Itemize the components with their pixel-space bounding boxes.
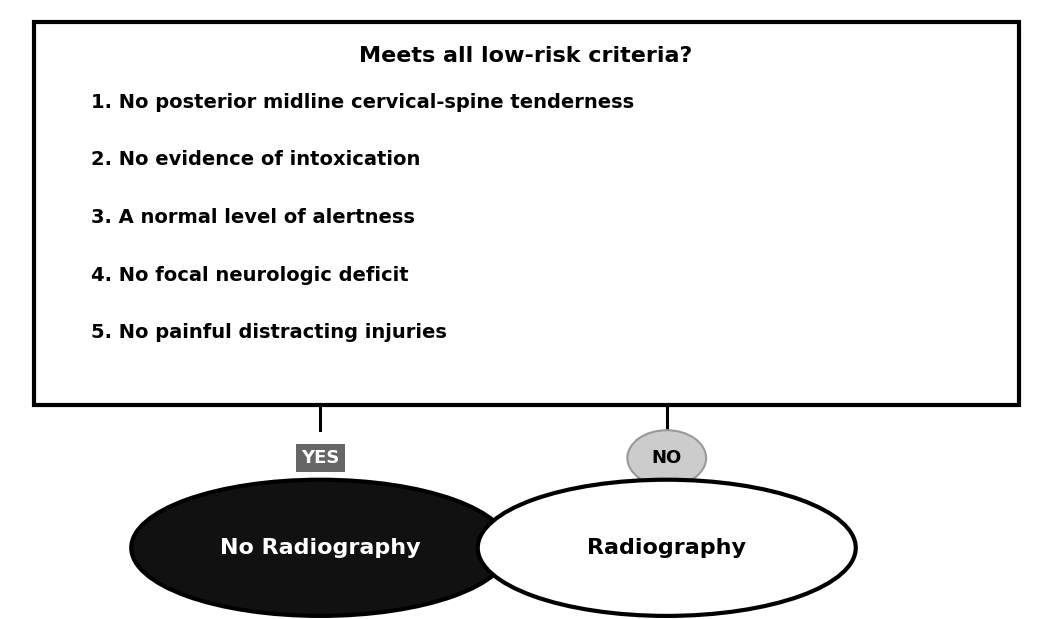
Text: NO: NO	[652, 449, 681, 467]
Text: 5. No painful distracting injuries: 5. No painful distracting injuries	[91, 323, 447, 342]
Text: 2. No evidence of intoxication: 2. No evidence of intoxication	[91, 150, 421, 170]
Text: 3. A normal level of alertness: 3. A normal level of alertness	[91, 208, 415, 227]
Text: 1. No posterior midline cervical-spine tenderness: 1. No posterior midline cervical-spine t…	[91, 93, 634, 112]
Ellipse shape	[131, 480, 509, 616]
Ellipse shape	[628, 430, 706, 486]
Text: Meets all low-risk criteria?: Meets all low-risk criteria?	[359, 46, 693, 66]
Text: Radiography: Radiography	[587, 538, 747, 558]
FancyBboxPatch shape	[34, 22, 1018, 405]
Text: 4. No focal neurologic deficit: 4. No focal neurologic deficit	[91, 266, 410, 285]
Text: No Radiography: No Radiography	[219, 538, 421, 558]
Text: YES: YES	[301, 449, 339, 467]
Ellipse shape	[478, 480, 856, 616]
